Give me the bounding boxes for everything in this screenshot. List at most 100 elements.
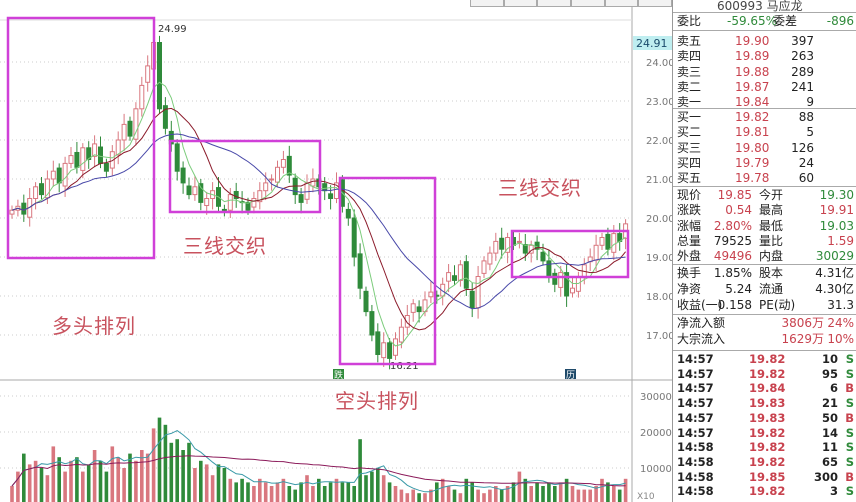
candle-body [251, 198, 257, 208]
candle-body [304, 182, 310, 200]
level-volume: 126 [791, 140, 814, 155]
volume-bar [340, 482, 345, 502]
volume-bar [494, 486, 498, 502]
candle-body [180, 167, 186, 184]
volume-bar [322, 486, 327, 502]
volume-bar [328, 482, 333, 502]
stat-value: 79525 [713, 233, 752, 248]
tick-direction: S [845, 484, 854, 499]
fund-label: 换手 [677, 266, 702, 280]
level-volume: 241 [791, 79, 814, 94]
tick-price: 19.82 [749, 425, 786, 440]
candle-body [505, 237, 511, 253]
volume-bar [22, 453, 26, 502]
fundamental-row: 换手 1.85% 股本 4.31亿 [677, 266, 854, 281]
stat-label: 现价 [677, 188, 702, 202]
fund-value: 31.3 [827, 298, 854, 312]
volume-bar [541, 486, 545, 502]
volume-bar [57, 457, 61, 502]
volume-bar [558, 482, 563, 502]
volume-ma-long-line [11, 455, 626, 487]
tick-price: 19.82 [749, 366, 786, 381]
candle-body [157, 42, 162, 110]
flow-label: 净流入额 [677, 316, 726, 330]
toolbar-button[interactable] [470, 0, 504, 7]
volume-bar [570, 486, 575, 502]
tick-time: 14:57 [677, 410, 714, 425]
tick-time: 14:58 [677, 440, 714, 455]
volume-bar [116, 457, 120, 502]
tick-volume: 6 [829, 381, 838, 396]
tick-volume: 14 [821, 425, 838, 440]
weibi-value: -59.65% [727, 14, 778, 28]
tick-direction: S [845, 454, 854, 469]
highlight-box [338, 176, 437, 366]
candle-body [98, 146, 103, 164]
tick-price: 19.85 [749, 469, 786, 484]
candle-body [499, 237, 505, 250]
kline-chart[interactable]: 24.00 23.00 22.00 21.00 20.00 19.00 18.00 17.00… [0, 0, 672, 502]
volume-bar [193, 468, 197, 502]
candle-body [446, 272, 452, 282]
candle-body [50, 170, 56, 180]
level-price: 19.80 [735, 140, 770, 155]
level-price: 19.84 [735, 95, 770, 110]
level-volume: 60 [798, 171, 814, 186]
level-volume: 263 [791, 49, 814, 64]
toolbar-button[interactable] [503, 0, 538, 7]
level-price: 19.89 [735, 49, 770, 64]
toolbar-button[interactable] [638, 0, 673, 7]
candle-body [516, 240, 522, 243]
tick-row: 14:57 19.82 14 S [677, 426, 854, 441]
volume-bar [281, 478, 286, 502]
tick-row: 14:58 19.82 65 S [677, 455, 854, 470]
event-marker-bg [565, 369, 576, 379]
tick-time: 14:57 [677, 396, 714, 411]
buy-level: 买四 19.79 24 [677, 156, 854, 171]
volume-bar [275, 482, 280, 502]
volume-bar [623, 478, 628, 502]
tick-volume: 50 [821, 410, 838, 425]
candle-body [39, 183, 44, 196]
candle-body [186, 185, 192, 196]
candle-body [416, 306, 422, 313]
candle-body [44, 178, 50, 199]
weibi-row: 委比 -59.65% 委差 -896 [677, 14, 854, 29]
volume-bar [258, 478, 262, 502]
volume-bar [51, 446, 56, 502]
candle-body [204, 198, 210, 207]
candle-body [245, 201, 251, 211]
price-tick-label: 18.00 [646, 292, 672, 303]
volume-bar [517, 471, 522, 502]
candle-body [522, 244, 528, 254]
toolbar-button[interactable] [571, 0, 605, 7]
stat-row: 外盘 49496 内盘 30029 [677, 249, 854, 264]
toolbar-button[interactable] [537, 0, 572, 7]
candle-body [121, 123, 127, 141]
tick-direction: S [845, 396, 854, 411]
tick-time: 14:57 [677, 381, 714, 396]
tick-time: 14:58 [677, 469, 714, 484]
volume-bar [405, 493, 410, 502]
level-label: 卖三 [677, 64, 702, 79]
volume-bar [435, 482, 439, 502]
volume-bar [399, 489, 404, 502]
level-label: 卖四 [677, 49, 702, 64]
volume-bar [387, 482, 392, 502]
volume-bar [612, 486, 616, 502]
tick-direction: S [845, 352, 854, 366]
volume-bar [27, 464, 32, 502]
toolbar-button[interactable] [604, 0, 639, 7]
volume-bar [564, 478, 569, 502]
flow-amount: 3806万 [781, 316, 824, 330]
stat-value: 0.54 [725, 203, 752, 218]
candle-body [357, 253, 363, 289]
low-price-marker: 16.21 [390, 361, 419, 372]
volume-bar [535, 482, 539, 502]
stat-label: 最高 [759, 203, 784, 218]
stat-label: 总量 [677, 233, 702, 248]
volume-unit-label: X10 [637, 492, 655, 502]
level-label: 卖二 [677, 79, 702, 94]
volume-bar [163, 424, 168, 502]
volume-bar [606, 482, 610, 502]
